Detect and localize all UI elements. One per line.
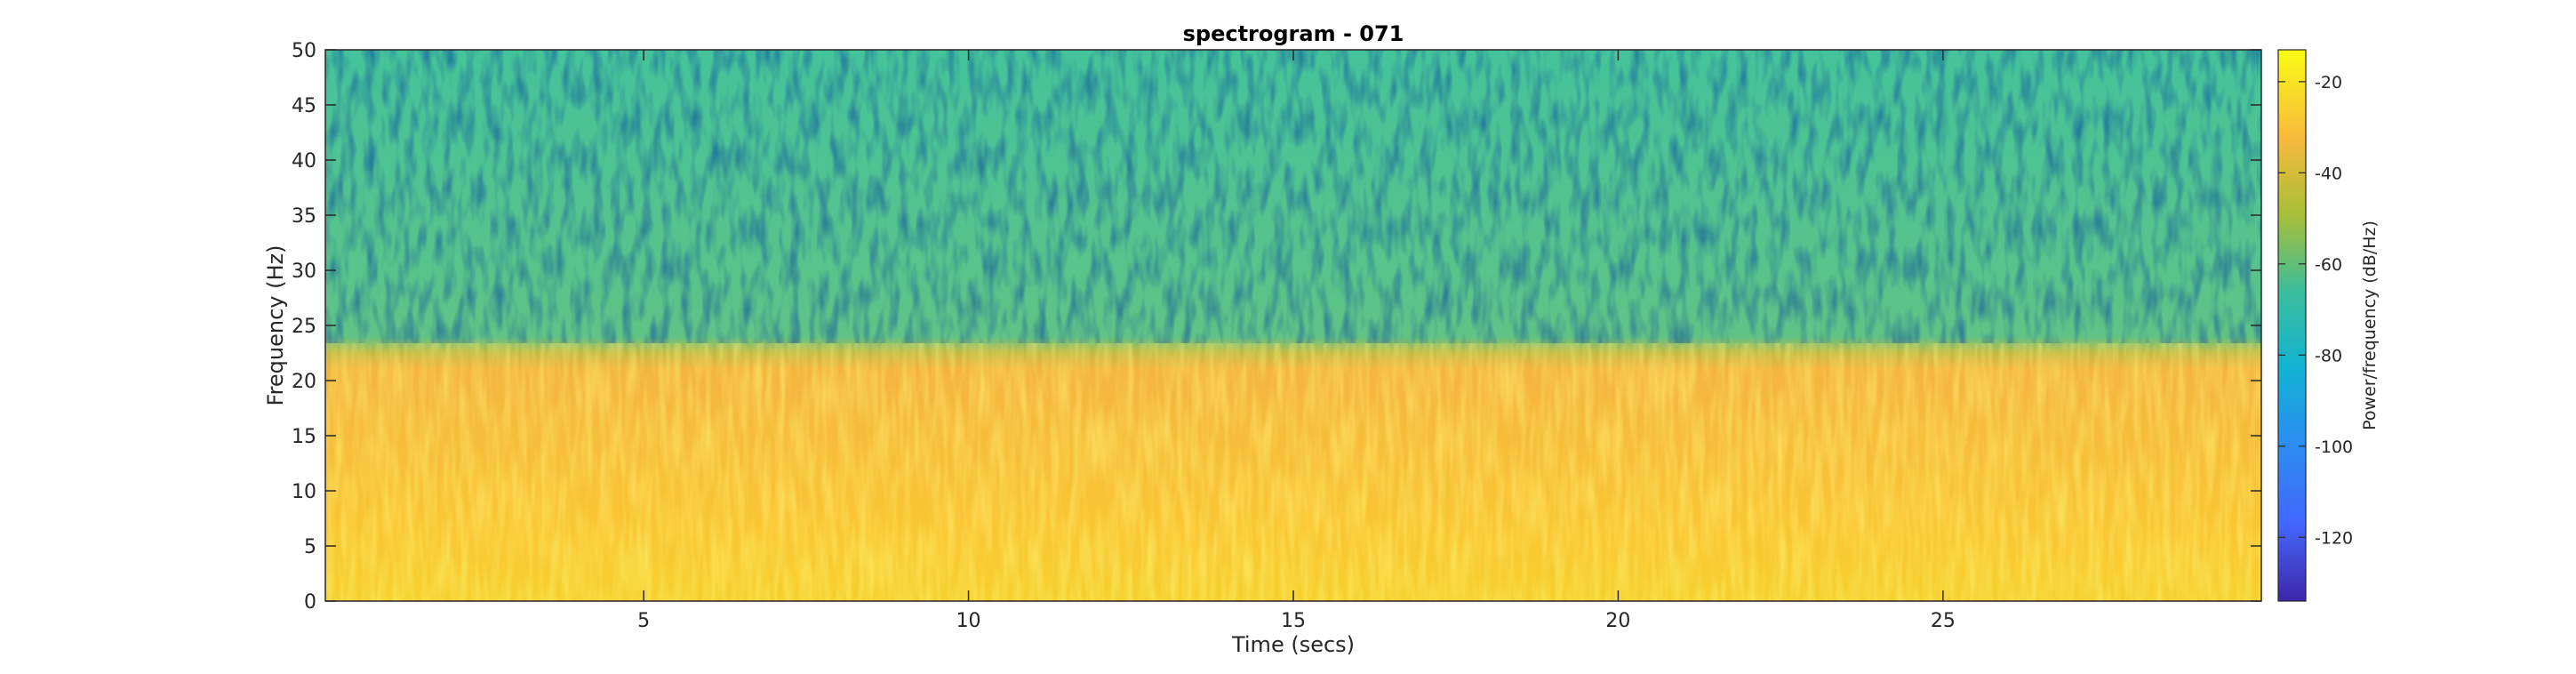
- colorbar-gradient: [2278, 50, 2306, 601]
- x-tick-label: 20: [1605, 610, 1630, 632]
- colorbar-tick-label: -100: [2315, 437, 2353, 457]
- colorbar-tick-label: -120: [2315, 528, 2353, 548]
- y-tick-label: 0: [304, 591, 316, 614]
- y-tick-label: 10: [292, 481, 316, 503]
- x-axis-label: Time (secs): [1231, 632, 1355, 657]
- colorbar-tick-label: -60: [2315, 255, 2342, 275]
- x-tick-label: 5: [637, 610, 650, 632]
- colorbar-tick-label: -80: [2315, 346, 2342, 365]
- y-axis: 0 5 10 15 20 25 30 35 40 45 50: [292, 40, 2261, 614]
- spectrogram-noise-high: [325, 50, 2261, 343]
- x-tick-label: 25: [1931, 610, 1956, 632]
- colorbar: -20 -40 -60 -80 -100 -120 Power/frequency (dB…: [2277, 49, 2380, 602]
- y-tick-label: 35: [292, 205, 316, 228]
- y-tick-label: 30: [292, 261, 316, 283]
- y-tick-label: 15: [292, 426, 316, 448]
- colorbar-frame: [2277, 49, 2307, 602]
- colorbar-tick-label: -40: [2315, 164, 2342, 183]
- y-tick-label: 50: [292, 40, 316, 62]
- y-axis-label: Frequency (Hz): [263, 245, 288, 406]
- y-tick-label: 20: [292, 371, 316, 393]
- colorbar-label: Power/frequency (dB/Hz): [2360, 221, 2380, 430]
- spectrogram-noise-low: [325, 343, 2261, 601]
- x-tick-label: 10: [956, 610, 981, 632]
- y-tick-label: 25: [292, 316, 316, 338]
- spectrogram-plot-area: [324, 49, 2262, 602]
- y-tick-label: 5: [304, 536, 316, 558]
- x-tick-label: 15: [1281, 610, 1306, 632]
- colorbar-tick-label: -20: [2315, 73, 2342, 92]
- y-tick-label: 45: [292, 95, 316, 117]
- chart-title: spectrogram - 071: [1183, 21, 1404, 46]
- x-axis: 5 10 15 20 25: [637, 50, 1956, 632]
- colorbar-ticks: -20 -40 -60 -80 -100 -120: [2278, 73, 2353, 548]
- y-tick-label: 40: [292, 150, 316, 173]
